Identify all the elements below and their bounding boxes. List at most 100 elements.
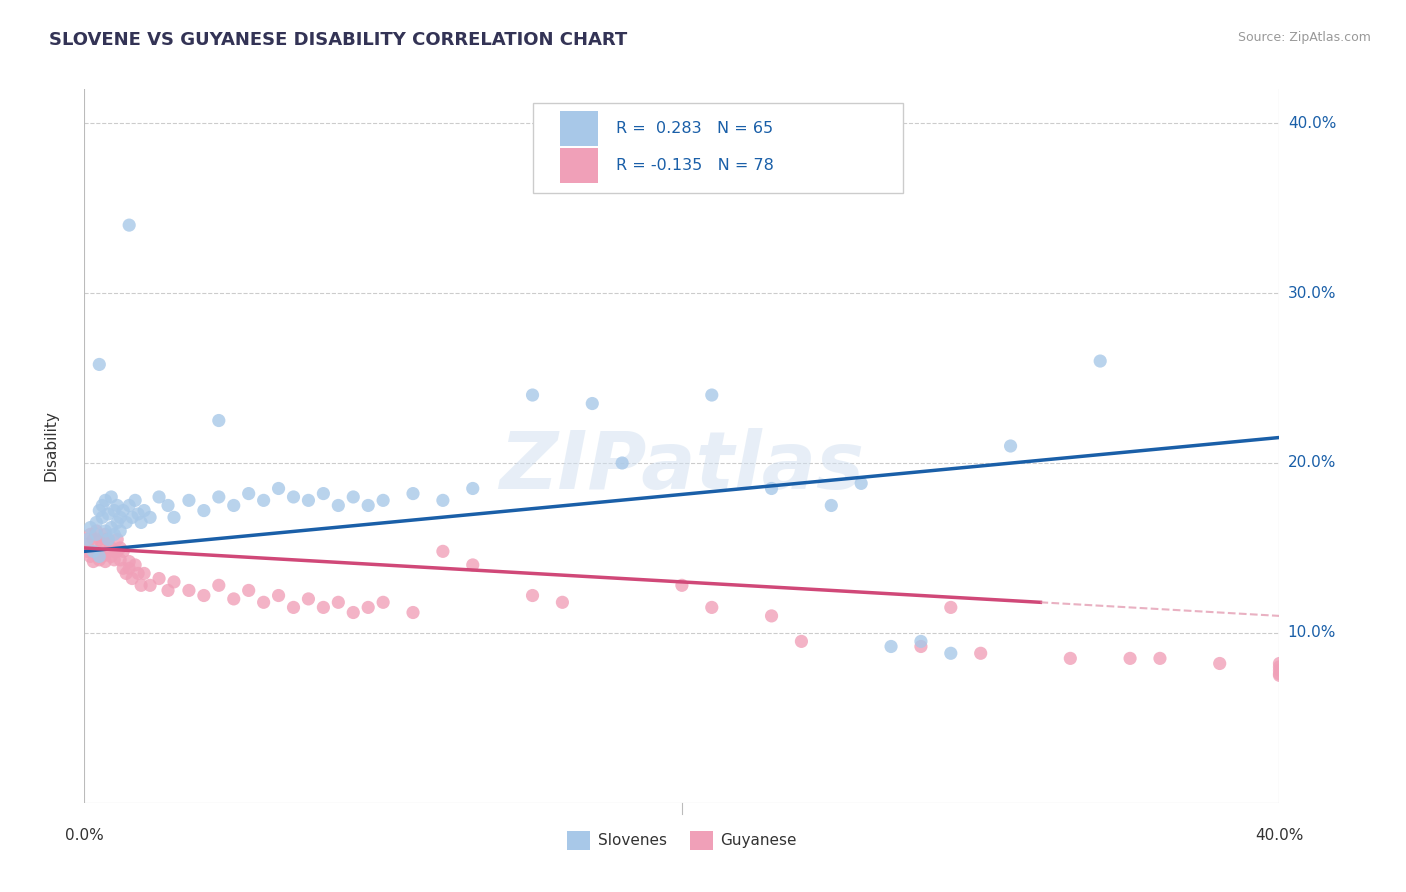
Point: [148, 490, 170, 504]
Point: [105, 516, 128, 530]
Point: [139, 578, 162, 592]
Point: [86, 544, 108, 558]
Point: [118, 561, 141, 575]
Point: [124, 558, 146, 572]
Point: [581, 396, 603, 410]
Point: [851, 476, 873, 491]
Point: [163, 574, 186, 589]
Point: [110, 524, 132, 538]
Text: 30.0%: 30.0%: [1288, 285, 1336, 301]
Point: [222, 499, 245, 513]
Point: [100, 520, 122, 534]
Point: [97, 507, 120, 521]
FancyBboxPatch shape: [533, 103, 903, 193]
Point: [82, 544, 104, 558]
Point: [129, 578, 152, 592]
Text: 10.0%: 10.0%: [1288, 625, 1336, 640]
Point: [118, 218, 141, 232]
Point: [148, 572, 170, 586]
Point: [328, 595, 350, 609]
Point: [89, 544, 111, 558]
Point: [110, 510, 132, 524]
Point: [100, 549, 122, 564]
Point: [193, 589, 215, 603]
Point: [112, 544, 135, 558]
Point: [163, 510, 186, 524]
Point: [132, 566, 156, 581]
Point: [97, 533, 120, 547]
Point: [118, 555, 141, 569]
Point: [671, 578, 693, 592]
Point: [94, 555, 117, 569]
Point: [432, 544, 454, 558]
Point: [312, 600, 335, 615]
Point: [157, 499, 180, 513]
Point: [97, 544, 120, 558]
Point: [1209, 657, 1232, 671]
Point: [373, 595, 395, 609]
Text: 40.0%: 40.0%: [1288, 116, 1336, 131]
Point: [86, 516, 108, 530]
Point: [208, 578, 231, 592]
Point: [76, 533, 98, 547]
Text: 40.0%: 40.0%: [1256, 828, 1303, 843]
Point: [86, 524, 108, 538]
Text: Source: ZipAtlas.com: Source: ZipAtlas.com: [1237, 31, 1371, 45]
Point: [297, 591, 319, 606]
Point: [342, 606, 364, 620]
Point: [103, 503, 125, 517]
Text: 0.0%: 0.0%: [65, 828, 104, 843]
Point: [551, 595, 574, 609]
Point: [91, 537, 114, 551]
Point: [118, 499, 141, 513]
Text: Disability: Disability: [44, 410, 59, 482]
Point: [1090, 354, 1112, 368]
Point: [790, 634, 813, 648]
Point: [112, 561, 135, 575]
Point: [761, 482, 783, 496]
Point: [297, 493, 319, 508]
Point: [373, 493, 395, 508]
Point: [1268, 663, 1291, 677]
Point: [110, 553, 132, 567]
Point: [193, 503, 215, 517]
Point: [105, 533, 128, 547]
Point: [91, 510, 114, 524]
Point: [89, 533, 111, 547]
Point: [342, 490, 364, 504]
Point: [910, 634, 932, 648]
Point: [139, 510, 162, 524]
Point: [267, 482, 290, 496]
Point: [121, 572, 143, 586]
Point: [79, 520, 101, 534]
Legend: Slovenes, Guyanese: Slovenes, Guyanese: [561, 825, 803, 855]
Point: [103, 553, 125, 567]
Bar: [560, 112, 599, 145]
Point: [157, 583, 180, 598]
Point: [283, 600, 305, 615]
Point: [79, 549, 101, 564]
Point: [1268, 668, 1291, 682]
Point: [129, 516, 152, 530]
Text: SLOVENE VS GUYANESE DISABILITY CORRELATION CHART: SLOVENE VS GUYANESE DISABILITY CORRELATI…: [49, 31, 627, 49]
Point: [357, 600, 380, 615]
Point: [910, 640, 932, 654]
Point: [103, 544, 125, 558]
Point: [939, 646, 962, 660]
Point: [89, 358, 111, 372]
Point: [700, 600, 723, 615]
Point: [1059, 651, 1081, 665]
Point: [402, 486, 425, 500]
Point: [94, 533, 117, 547]
Point: [76, 537, 98, 551]
Point: [100, 541, 122, 555]
Point: [1268, 657, 1291, 671]
Point: [89, 553, 111, 567]
Point: [432, 493, 454, 508]
Point: [761, 608, 783, 623]
Point: [253, 595, 276, 609]
Point: [110, 541, 132, 555]
Point: [970, 646, 993, 660]
Point: [222, 591, 245, 606]
Point: [124, 493, 146, 508]
